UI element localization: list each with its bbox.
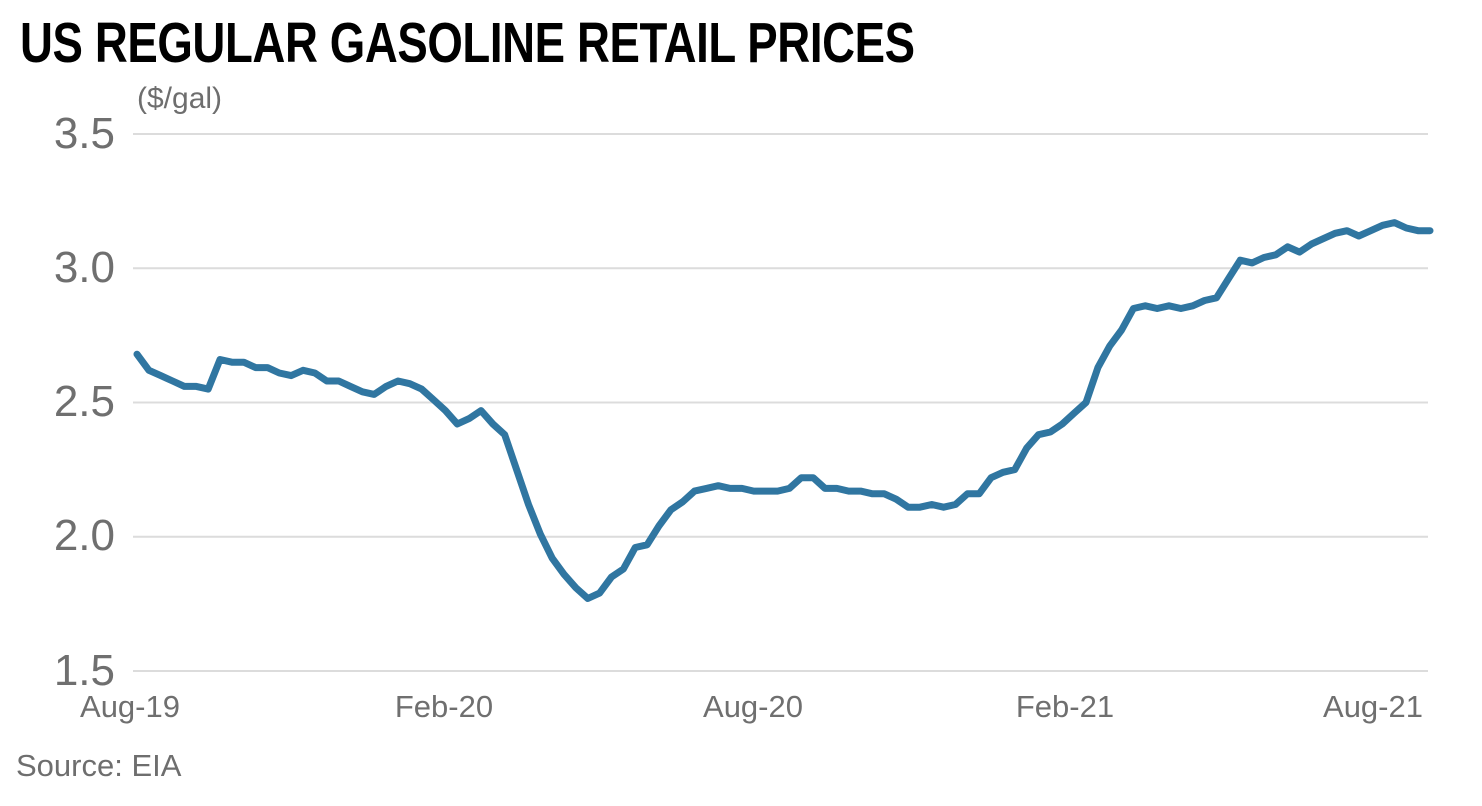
source-note: Source: EIA <box>16 748 182 783</box>
chart-title: US REGULAR GASOLINE RETAIL PRICES <box>20 11 915 75</box>
x-axis-tick-label: Aug-19 <box>80 689 180 724</box>
y-axis-tick-label: 2.5 <box>53 377 115 426</box>
y-axis-tick-label: 3.0 <box>53 243 115 292</box>
y-axis-tick-label: 2.0 <box>53 511 115 560</box>
y-axis-unit-label: ($/gal) <box>137 82 223 115</box>
x-axis-tick-label: Feb-21 <box>1015 689 1115 724</box>
x-axis-tick-label: Feb-20 <box>394 689 494 724</box>
y-axis-tick-label: 1.5 <box>53 646 115 695</box>
x-axis-tick-label: Aug-21 <box>1323 689 1423 724</box>
x-axis-tick-label: Aug-20 <box>703 689 803 724</box>
y-axis-tick-label: 3.5 <box>53 109 115 158</box>
